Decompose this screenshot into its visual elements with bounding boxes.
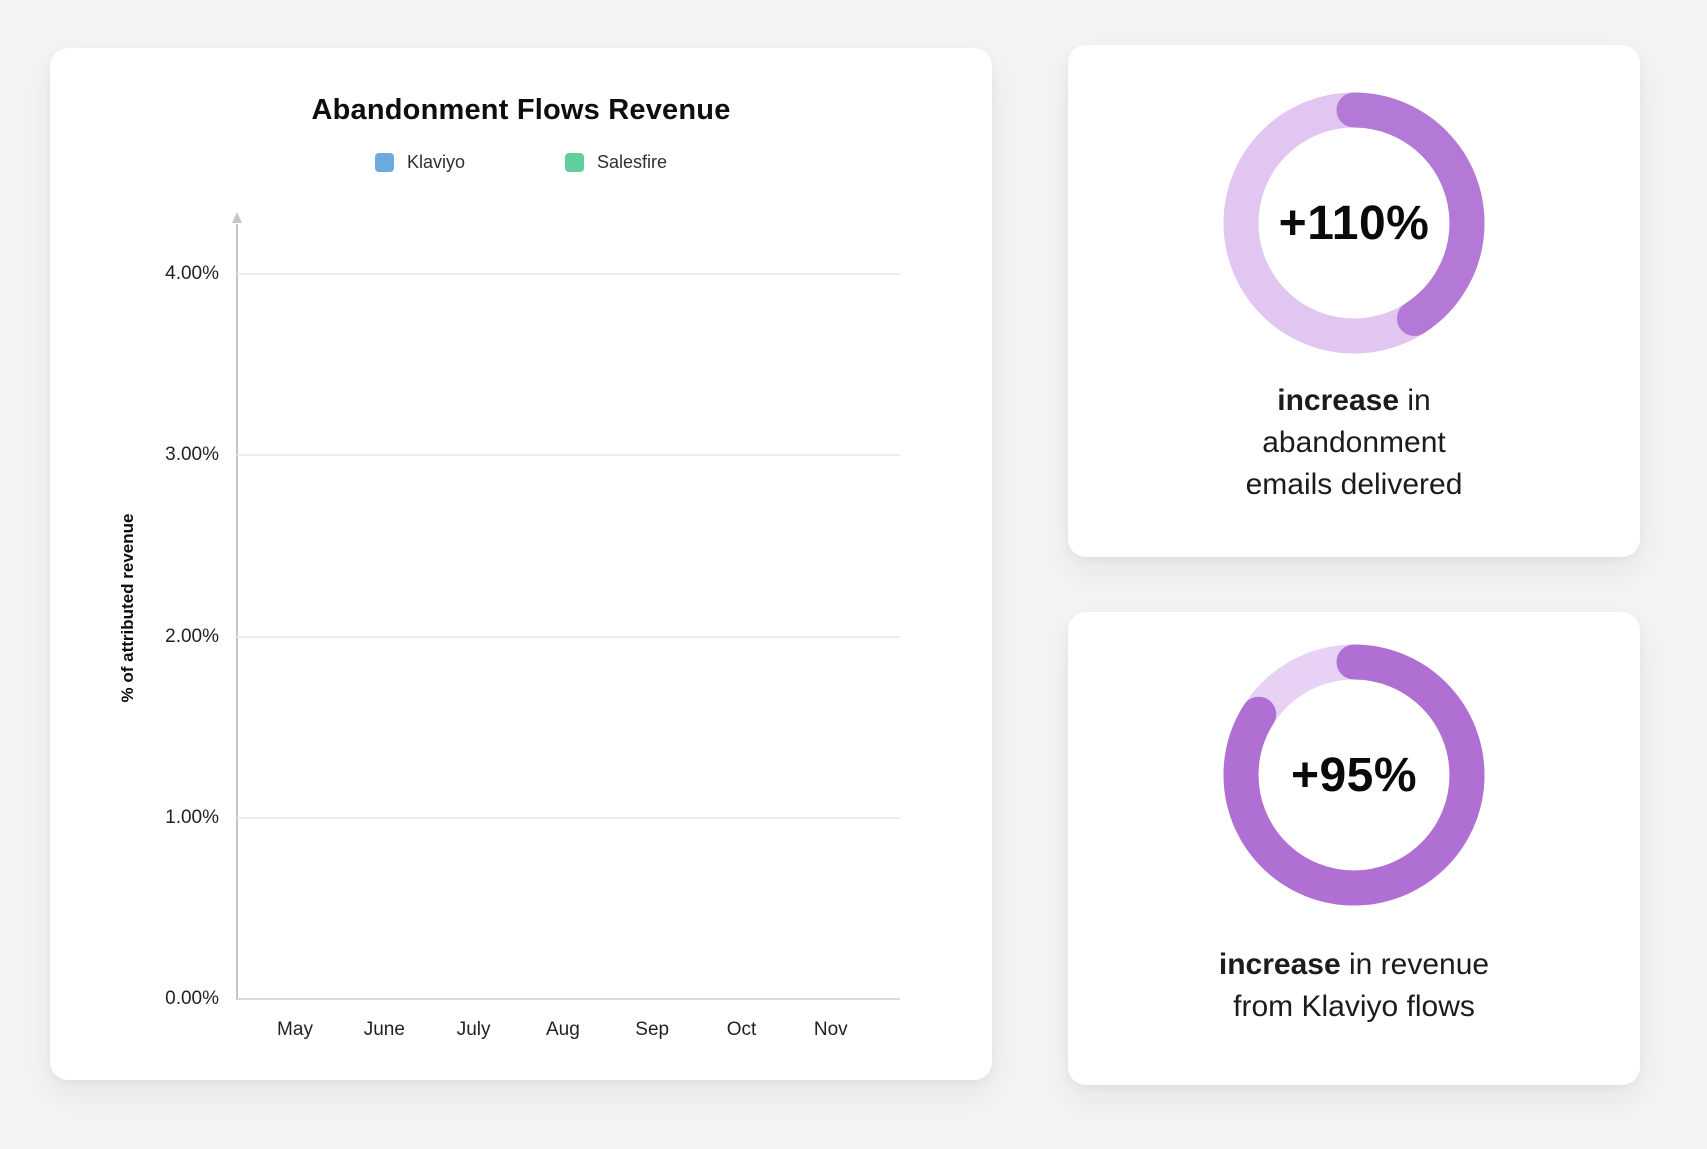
- stat-caption: increase in abandonment emails delivered: [1228, 380, 1480, 506]
- stat-caption-rest: in abandonment emails delivered: [1245, 384, 1463, 501]
- salesfire-swatch-icon: [565, 153, 584, 172]
- gridline-2.00%: [237, 635, 900, 638]
- donut-klaviyo-revenue: +95%: [1223, 644, 1485, 906]
- y-tick-label: 4.00%: [165, 263, 219, 285]
- x-tick-label-nov: Nov: [813, 1019, 848, 1040]
- stat-caption-bold: increase: [1277, 384, 1400, 417]
- x-tick-label-sep: Sep: [635, 1019, 670, 1040]
- gridline-3.00%: [237, 454, 900, 457]
- y-tick-label: 0.00%: [165, 988, 219, 1009]
- legend-label-salesfire: Salesfire: [597, 152, 668, 172]
- y-tick-label: 2.00%: [165, 625, 219, 647]
- stat-caption-bold: increase: [1218, 948, 1341, 981]
- x-tick-label-oct: Oct: [726, 1019, 757, 1040]
- legend-item-salesfire[interactable]: Salesfire: [565, 152, 667, 173]
- x-tick-label-aug: Aug: [545, 1019, 580, 1040]
- x-tick-label-june: June: [363, 1019, 405, 1040]
- stat-card-klaviyo-revenue: +95% increase in revenue from Klaviyo fl…: [1068, 612, 1640, 1085]
- gridline-1.00%: [237, 816, 900, 819]
- chart-legend: Klaviyo Salesfire: [50, 152, 992, 173]
- plot-area: 0.00% 1.00% 2.00% 3.00% 4.00% May June July Aug S…: [165, 212, 900, 1040]
- legend-label-klaviyo: Klaviyo: [406, 152, 465, 172]
- donut-ring-icon: [1223, 92, 1485, 354]
- stat-caption-rest: in revenue from Klaviyo flows: [1233, 948, 1490, 1023]
- x-tick-label-july: July: [456, 1019, 491, 1040]
- y-tick-label: 3.00%: [165, 444, 219, 466]
- y-axis-line: [236, 224, 238, 1000]
- chart-title: Abandonment Flows Revenue: [311, 94, 731, 126]
- gridline-4.00%: [237, 273, 900, 276]
- y-tick-label: 1.00%: [165, 806, 219, 828]
- stat-card-emails-delivered: +110% increase in abandonment emails del…: [1068, 45, 1640, 557]
- x-tick-label-may: May: [277, 1019, 313, 1040]
- x-axis-line: [237, 998, 900, 1000]
- y-axis-title: % of attributed revenue: [118, 513, 137, 703]
- stat-value: +95%: [1290, 748, 1418, 802]
- donut-ring-icon: [1223, 644, 1485, 906]
- legend-item-klaviyo[interactable]: Klaviyo: [374, 152, 465, 173]
- klaviyo-swatch-icon: [374, 153, 394, 172]
- abandonment-flows-chart-card: Abandonment Flows Revenue Klaviyo Salesf…: [50, 48, 992, 1080]
- stat-value: +110%: [1278, 196, 1430, 250]
- stat-caption: increase in revenue from Klaviyo flows: [1196, 944, 1512, 1028]
- donut-emails-delivered: +110%: [1223, 92, 1485, 354]
- y-axis-arrow-icon: [232, 212, 242, 223]
